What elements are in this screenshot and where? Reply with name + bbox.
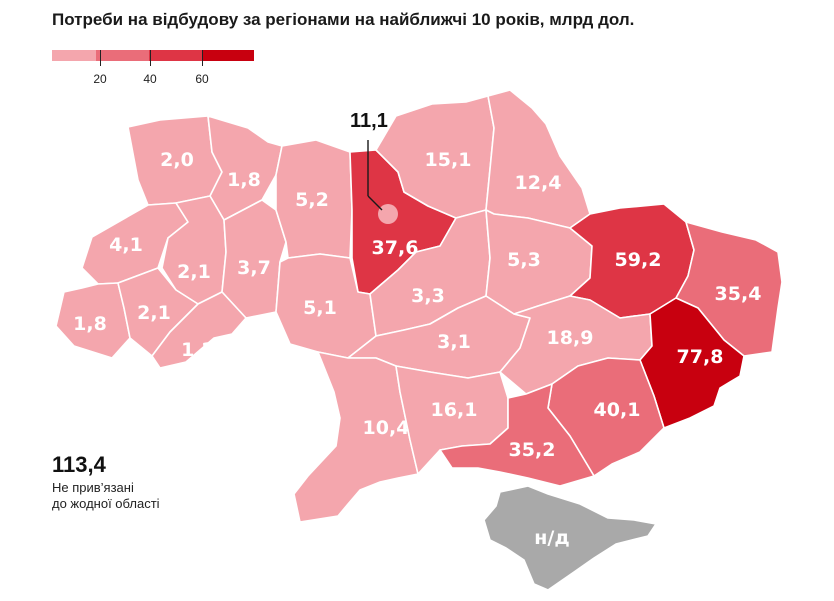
region-value-label: 16,1 — [431, 399, 478, 421]
kyiv-city-marker[interactable] — [378, 204, 398, 224]
region-value-label: 5,2 — [295, 189, 329, 211]
region-value-label: 3,3 — [411, 285, 445, 307]
region-value-label: н/д — [534, 527, 569, 549]
unassigned-total-value: 113,4 — [52, 452, 106, 477]
legend-segment-1 — [52, 50, 96, 61]
region-value-label: 18,9 — [547, 327, 594, 349]
region-chernivtsi[interactable] — [151, 291, 247, 369]
legend-tick — [202, 50, 203, 66]
region-value-label: 5,1 — [303, 297, 337, 319]
kyiv-callout-line — [367, 195, 383, 211]
region-value-label: 2,1 — [137, 302, 171, 324]
region-luhansk[interactable] — [675, 221, 783, 357]
region-value-label: 3,1 — [437, 331, 471, 353]
region-value-label: 77,8 — [677, 346, 724, 368]
region-value-label: 1,8 — [73, 313, 107, 335]
region-value-label: 1,2 — [181, 339, 215, 361]
kyiv-city-value: 11,1 — [350, 110, 388, 132]
region-value-label: 59,2 — [615, 249, 662, 271]
legend-tick-label: 60 — [195, 72, 209, 86]
region-value-label: 35,2 — [509, 439, 556, 461]
legend-segment-3 — [149, 50, 202, 61]
legend-tick-label: 20 — [93, 72, 107, 86]
unassigned-note-line: до жодної області — [52, 496, 160, 511]
region-value-label: 40,1 — [594, 399, 641, 421]
region-value-label: 2,0 — [160, 149, 194, 171]
region-value-label: 5,3 — [507, 249, 541, 271]
region-value-label: 4,1 — [109, 234, 143, 256]
region-value-label: 10,4 — [363, 417, 410, 439]
region-crimea[interactable] — [483, 485, 657, 591]
region-sumy[interactable] — [485, 89, 591, 229]
region-kherson[interactable] — [439, 383, 595, 487]
legend-tick-label: 40 — [143, 72, 157, 86]
region-value-label: 35,4 — [715, 283, 762, 305]
region-value-label: 37,6 — [372, 237, 419, 259]
region-value-label: 1,8 — [227, 169, 261, 191]
region-value-label: 2,1 — [177, 261, 211, 283]
region-value-label: 3,7 — [237, 257, 271, 279]
legend-segment-2 — [96, 50, 149, 61]
legend-tick — [100, 50, 101, 66]
color-legend: 20 40 60 — [52, 50, 254, 86]
region-value-label: 12,4 — [515, 172, 562, 194]
chart-title: Потреби на відбудову за регіонами на най… — [52, 10, 635, 29]
unassigned-note: Не прив’язані до жодної області — [52, 480, 160, 512]
region-value-label: 15,1 — [425, 149, 472, 171]
unassigned-note-line: Не прив’язані — [52, 480, 134, 495]
legend-segment-4 — [202, 50, 254, 61]
legend-tick — [150, 50, 151, 66]
